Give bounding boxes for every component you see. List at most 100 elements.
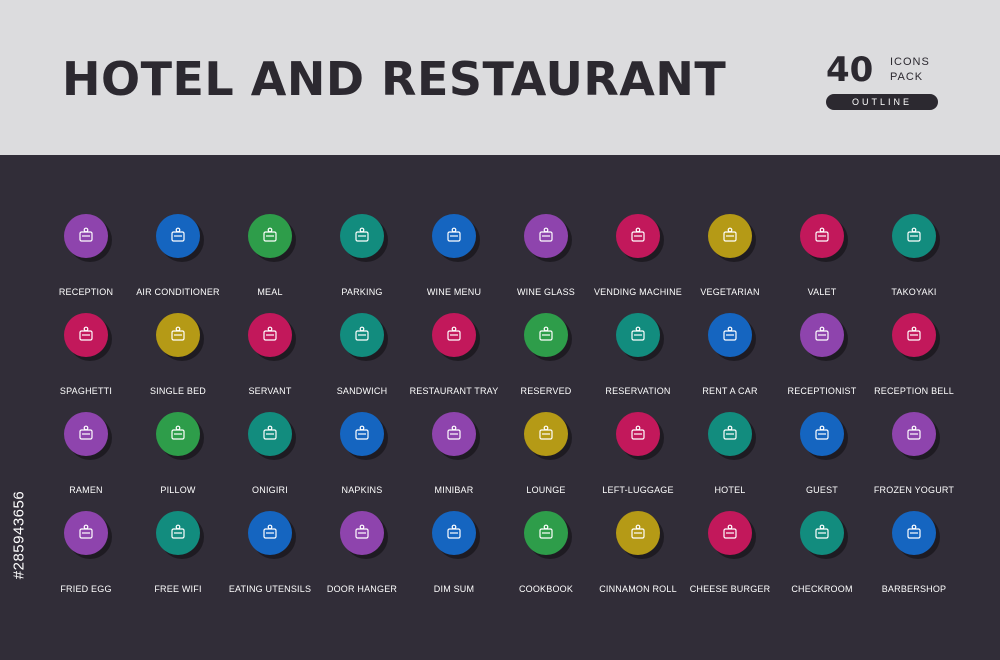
icon-tile: WINE MENU: [408, 210, 500, 309]
reception-bell-circle: [892, 313, 936, 357]
icon-label: RENT A CAR: [702, 386, 758, 396]
icon-label: HOTEL: [714, 485, 746, 495]
icon-label: NAPKINS: [341, 485, 383, 495]
icon-label: EATING UTENSILS: [228, 584, 312, 594]
icon-label: SERVANT: [248, 386, 292, 396]
icon-tile: RESERVATION: [592, 309, 684, 408]
wine-glass-circle: [524, 214, 568, 258]
icon-tile: PILLOW: [132, 408, 224, 507]
icon-label: RAMEN: [69, 485, 103, 495]
icon-tile: DOOR HANGER: [316, 507, 408, 606]
reception-circle: [64, 214, 108, 258]
icon-tile: HOTEL: [684, 408, 776, 507]
cheese-burger-circle: [708, 511, 752, 555]
icon-label: DOOR HANGER: [326, 584, 398, 594]
spaghetti-circle: [64, 313, 108, 357]
icon-label: VEGETARIAN: [700, 287, 760, 297]
free-wifi-circle: [156, 511, 200, 555]
icon-tile: SPAGHETTI: [40, 309, 132, 408]
valet-circle: [800, 214, 844, 258]
icon-tile: WINE GLASS: [500, 210, 592, 309]
icon-label: RESERVED: [520, 386, 572, 396]
icon-label: RECEPTION BELL: [874, 386, 954, 396]
icon-tile: RECEPTION: [40, 210, 132, 309]
icon-tile: BARBERSHOP: [868, 507, 960, 606]
guest-circle: [800, 412, 844, 456]
cinnamon-roll-circle: [616, 511, 660, 555]
rent-a-car-circle: [708, 313, 752, 357]
icon-tile: EATING UTENSILS: [224, 507, 316, 606]
icon-tile: VEGETARIAN: [684, 210, 776, 309]
icon-label: FREE WIFI: [154, 584, 202, 594]
icon-tile: CHECKROOM: [776, 507, 868, 606]
page-title: HOTEL AND RESTAURANT: [62, 52, 727, 106]
icon-tile: ONIGIRI: [224, 408, 316, 507]
icon-label: FROZEN YOGURT: [873, 485, 955, 495]
restaurant-tray-circle: [432, 313, 476, 357]
servant-circle: [248, 313, 292, 357]
icon-label: LEFT-LUGGAGE: [602, 485, 674, 495]
icon-label: PILLOW: [160, 485, 196, 495]
icon-tile: RESERVED: [500, 309, 592, 408]
icon-tile: SERVANT: [224, 309, 316, 408]
icon-tile: RAMEN: [40, 408, 132, 507]
icon-tile: COOKBOOK: [500, 507, 592, 606]
icon-label: GUEST: [805, 485, 838, 495]
meal-circle: [248, 214, 292, 258]
icon-tile: LEFT-LUGGAGE: [592, 408, 684, 507]
icon-tile: NAPKINS: [316, 408, 408, 507]
icon-tile: SINGLE BED: [132, 309, 224, 408]
icon-tile: VALET: [776, 210, 868, 309]
sandwich-circle: [340, 313, 384, 357]
icon-tile: PARKING: [316, 210, 408, 309]
reserved-circle: [524, 313, 568, 357]
icon-tile: RENT A CAR: [684, 309, 776, 408]
eating-utensils-circle: [248, 511, 292, 555]
vending-machine-circle: [616, 214, 660, 258]
icon-label: TAKOYAKI: [891, 287, 937, 297]
barbershop-circle: [892, 511, 936, 555]
icon-label: RECEPTIONIST: [787, 386, 857, 396]
icon-label: COOKBOOK: [518, 584, 574, 594]
icon-label: AIR CONDITIONER: [136, 287, 220, 297]
stock-id-text: #285943656: [10, 490, 28, 580]
takoyaki-circle: [892, 214, 936, 258]
icon-label: DIM SUM: [433, 584, 475, 594]
icon-tile: RECEPTIONIST: [776, 309, 868, 408]
icon-tile: FRIED EGG: [40, 507, 132, 606]
icon-label: VALET: [807, 287, 837, 297]
icon-label: RESTAURANT TRAY: [409, 386, 499, 396]
icon-label: RESERVATION: [605, 386, 671, 396]
ramen-circle: [64, 412, 108, 456]
dim-sum-circle: [432, 511, 476, 555]
left-luggage-circle: [616, 412, 660, 456]
reservation-circle: [616, 313, 660, 357]
icon-label: VENDING MACHINE: [593, 287, 682, 297]
icon-label: MINIBAR: [434, 485, 474, 495]
icon-label: RECEPTION: [58, 287, 114, 297]
badge-number: 40: [826, 50, 874, 90]
pillow-circle: [156, 412, 200, 456]
icon-label: LOUNGE: [526, 485, 566, 495]
wine-menu-circle: [432, 214, 476, 258]
icon-tile: FREE WIFI: [132, 507, 224, 606]
icon-tile: MINIBAR: [408, 408, 500, 507]
fried-egg-circle: [64, 511, 108, 555]
onigiri-circle: [248, 412, 292, 456]
icon-label: CINNAMON ROLL: [599, 584, 677, 594]
icon-tile: DIM SUM: [408, 507, 500, 606]
frozen-yogurt-circle: [892, 412, 936, 456]
header-banner: HOTEL AND RESTAURANT 40 ICONS PACK OUTLI…: [0, 0, 1000, 155]
icon-tile: VENDING MACHINE: [592, 210, 684, 309]
minibar-circle: [432, 412, 476, 456]
icon-tile: LOUNGE: [500, 408, 592, 507]
icon-label: CHEESE BURGER: [689, 584, 771, 594]
cookbook-circle: [524, 511, 568, 555]
icon-tile: AIR CONDITIONER: [132, 210, 224, 309]
single-bed-circle: [156, 313, 200, 357]
icon-tile: GUEST: [776, 408, 868, 507]
icon-label: SANDWICH: [336, 386, 388, 396]
icon-tile: TAKOYAKI: [868, 210, 960, 309]
parking-circle: [340, 214, 384, 258]
icon-tile: RESTAURANT TRAY: [408, 309, 500, 408]
